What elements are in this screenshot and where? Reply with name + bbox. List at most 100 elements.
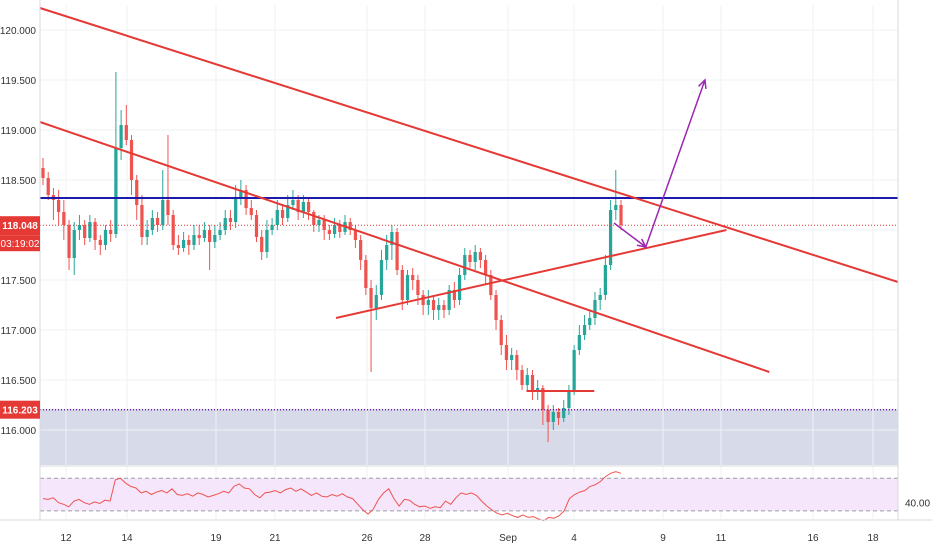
candle-body xyxy=(483,260,488,275)
candle-body xyxy=(145,230,149,237)
y-tick-label: 118.500 xyxy=(1,176,37,187)
y-tick-label: 117.000 xyxy=(1,326,37,337)
candle-body xyxy=(390,232,394,245)
candle-body xyxy=(499,320,503,345)
candle-body xyxy=(582,325,587,335)
x-tick-label: 11 xyxy=(716,533,727,544)
candle-body xyxy=(187,240,191,245)
candle-body xyxy=(614,205,618,210)
candle-body xyxy=(317,220,321,225)
candle-body xyxy=(234,198,238,222)
candle-body xyxy=(562,408,566,418)
candle-body xyxy=(98,240,102,245)
candle-body xyxy=(88,222,92,238)
candle-body xyxy=(192,235,196,245)
x-tick-label: 14 xyxy=(121,533,133,544)
x-tick-label: Sep xyxy=(499,533,517,544)
candle-body xyxy=(546,410,550,422)
candle-body xyxy=(171,215,175,245)
candle-body xyxy=(129,140,134,180)
projection-arrowhead-down xyxy=(636,238,648,249)
candle-body xyxy=(593,300,597,318)
candle-body xyxy=(312,212,316,225)
candle-body xyxy=(332,225,337,234)
candle-body xyxy=(364,260,368,288)
candle-body xyxy=(525,375,529,385)
candle-body xyxy=(46,178,50,195)
candle-body xyxy=(530,375,535,390)
candle-body xyxy=(338,225,342,232)
candle-body xyxy=(249,208,253,215)
rsi-line xyxy=(42,471,622,522)
candle-body xyxy=(218,230,222,235)
candle-body xyxy=(140,205,144,237)
candle-body xyxy=(416,280,420,295)
candle-body xyxy=(208,230,212,242)
support-zone xyxy=(40,409,898,465)
current-price-badge xyxy=(0,216,40,236)
candle-body xyxy=(385,245,389,260)
candle-body xyxy=(155,218,160,225)
candle-body xyxy=(348,222,352,230)
candle-body xyxy=(468,255,472,262)
candle-body xyxy=(150,218,154,230)
x-tick-label: 18 xyxy=(867,533,879,544)
candle-body xyxy=(67,225,71,258)
y-tick-label: 116.000 xyxy=(1,426,37,437)
x-tick-label: 28 xyxy=(419,533,431,544)
candle-body xyxy=(223,218,227,230)
candle-body xyxy=(228,218,233,222)
x-tick-label: 21 xyxy=(269,533,281,544)
candle-body xyxy=(421,295,425,305)
candle-body xyxy=(603,265,607,295)
rsi-axis-label: 40.00 xyxy=(905,499,930,510)
trendline xyxy=(39,7,899,283)
candle-body xyxy=(374,295,378,308)
candle-body xyxy=(437,305,441,310)
candle-body xyxy=(520,370,524,385)
candle-body xyxy=(103,230,108,245)
candle-body xyxy=(72,230,76,258)
candle-body xyxy=(291,200,295,205)
candle-body xyxy=(431,300,436,310)
candle-body xyxy=(379,260,384,295)
candle-body xyxy=(510,355,514,360)
support-price-label: 116.203 xyxy=(2,406,38,417)
candle-body xyxy=(426,300,430,305)
y-tick-label: 119.000 xyxy=(1,126,37,137)
candle-body xyxy=(260,237,264,252)
candle-body xyxy=(556,412,561,418)
candle-body xyxy=(254,215,259,237)
candle-body xyxy=(463,255,467,275)
candle-body xyxy=(567,390,571,408)
x-tick-label: 16 xyxy=(807,533,819,544)
candle-body xyxy=(77,225,82,230)
candle-body xyxy=(197,235,201,238)
candle-body xyxy=(327,230,332,234)
candle-body xyxy=(280,210,285,218)
candle-body xyxy=(494,295,498,320)
candle-body xyxy=(588,318,592,325)
candle-body xyxy=(166,200,170,215)
candle-body xyxy=(411,275,415,280)
candle-body xyxy=(62,212,66,225)
candle-body xyxy=(541,388,545,410)
trendline xyxy=(39,121,770,373)
current-price-label: 118.048 xyxy=(2,221,38,232)
candle-body xyxy=(83,225,87,238)
candle-body xyxy=(457,275,462,300)
candle-body xyxy=(176,245,181,248)
candle-body xyxy=(619,205,623,225)
candle-body xyxy=(447,290,451,310)
candle-body xyxy=(93,222,97,240)
rsi-band xyxy=(40,478,898,511)
candle-body xyxy=(442,305,446,310)
candle-body xyxy=(598,295,602,300)
candle-body xyxy=(405,275,410,300)
candle-body xyxy=(124,125,128,140)
candle-body xyxy=(577,335,581,350)
x-tick-label: 9 xyxy=(660,533,666,544)
candle-body xyxy=(359,240,363,260)
